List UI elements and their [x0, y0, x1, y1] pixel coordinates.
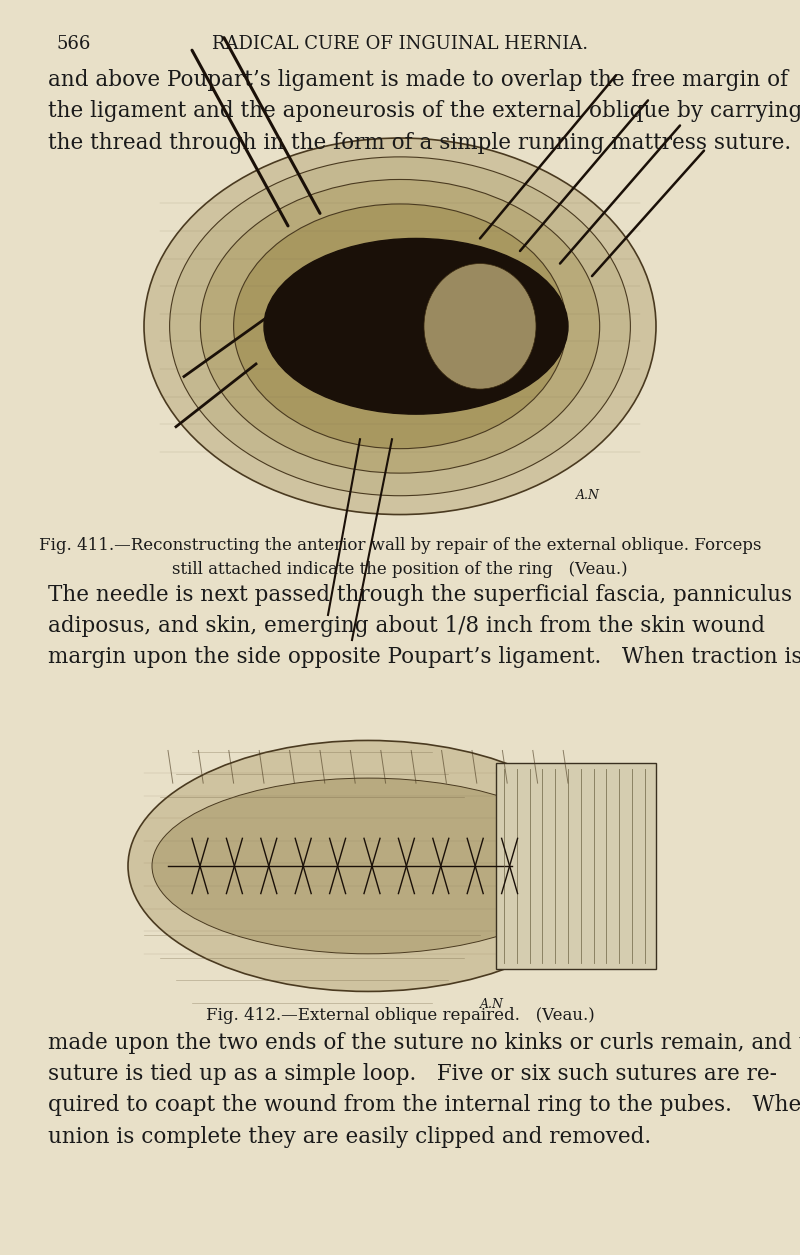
Text: RADICAL CURE OF INGUINAL HERNIA.: RADICAL CURE OF INGUINAL HERNIA.	[212, 35, 588, 53]
Text: 566: 566	[56, 35, 90, 53]
Text: made upon the two ends of the suture no kinks or curls remain, and the
suture is: made upon the two ends of the suture no …	[48, 1032, 800, 1147]
Ellipse shape	[128, 740, 608, 991]
Ellipse shape	[152, 778, 584, 954]
Text: A.N: A.N	[480, 998, 504, 1010]
Bar	[496, 763, 656, 969]
Ellipse shape	[264, 238, 568, 414]
Ellipse shape	[424, 264, 536, 389]
Text: A.N: A.N	[576, 489, 600, 502]
Ellipse shape	[144, 138, 656, 515]
Text: still attached indicate the position of the ring   (Veau.): still attached indicate the position of …	[172, 561, 628, 579]
Text: The needle is next passed through the superficial fascia, panniculus
adiposus, a: The needle is next passed through the su…	[48, 584, 800, 668]
Text: and above Poupart’s ligament is made to overlap the free margin of
the ligament : and above Poupart’s ligament is made to …	[48, 69, 800, 153]
Ellipse shape	[200, 179, 600, 473]
Text: Fig. 411.—Reconstructing the anterior wall by repair of the external oblique. Fo: Fig. 411.—Reconstructing the anterior wa…	[38, 537, 762, 555]
Ellipse shape	[234, 203, 566, 448]
Ellipse shape	[170, 157, 630, 496]
Text: Fig. 412.—External oblique repaired.   (Veau.): Fig. 412.—External oblique repaired. (Ve…	[206, 1007, 594, 1024]
